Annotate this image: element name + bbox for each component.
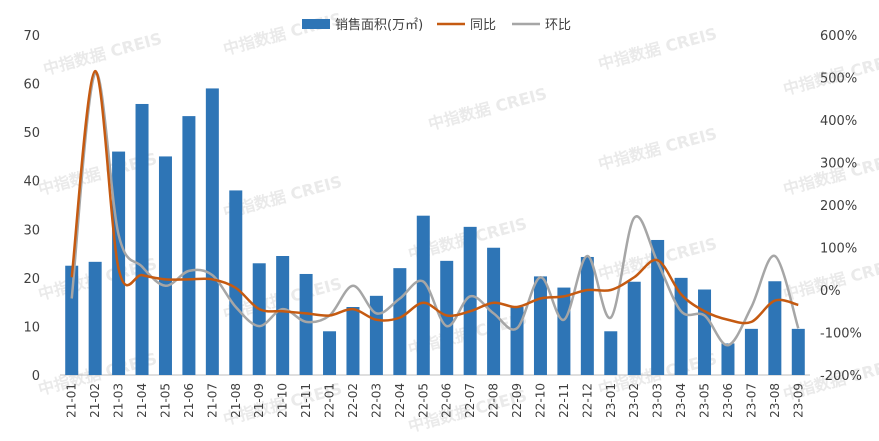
bar: [276, 256, 290, 375]
bar: [487, 247, 501, 375]
legend-label: 销售面积(万㎡): [335, 17, 423, 33]
y-right-tick-label: 200%: [820, 199, 857, 214]
y-right-tick-label: -200%: [820, 369, 862, 384]
x-tick-label: 22-10: [533, 383, 547, 418]
x-tick-label: 21-08: [229, 383, 243, 418]
y-left-tick-label: 20: [23, 272, 40, 287]
watermark-text: 中指数据 CREIS: [41, 29, 164, 79]
watermark-text: 中指数据 CREIS: [596, 124, 719, 174]
bar: [135, 103, 149, 375]
x-tick-label: 23-06: [721, 383, 735, 418]
bar: [65, 265, 79, 375]
bar: [229, 190, 243, 375]
bar: [346, 307, 360, 375]
bar: [416, 215, 430, 375]
x-tick-label: 22-09: [510, 383, 524, 418]
x-tick-label: 23-09: [791, 383, 805, 418]
x-tick-label: 22-04: [393, 383, 407, 418]
bar: [88, 261, 102, 375]
x-tick-label: 23-07: [744, 383, 758, 418]
bar: [299, 273, 313, 375]
x-tick-label: 22-12: [580, 383, 594, 418]
bar: [698, 289, 712, 375]
x-tick-label: 23-02: [627, 383, 641, 418]
y-left-tick-label: 70: [23, 29, 40, 44]
bar: [721, 343, 735, 375]
y-left-tick-label: 40: [23, 175, 40, 190]
x-tick-label: 22-11: [557, 383, 571, 418]
bar: [463, 226, 477, 375]
x-tick-label: 21-11: [299, 383, 313, 418]
bar: [510, 307, 524, 375]
x-tick-label: 21-05: [158, 383, 172, 418]
x-tick-label: 23-05: [698, 383, 712, 418]
x-tick-label: 22-06: [440, 383, 454, 418]
x-tick-label: 23-01: [604, 383, 618, 418]
watermark-text: 中指数据 CREIS: [596, 24, 719, 74]
y-left-tick-label: 30: [23, 223, 40, 238]
legend-label: 同比: [470, 18, 496, 33]
x-tick-label: 22-01: [323, 383, 337, 418]
series-line: [70, 71, 800, 347]
y-right-tick-label: 600%: [820, 29, 857, 44]
y-left-tick-label: 60: [23, 78, 40, 93]
x-tick-label: 23-08: [768, 383, 782, 418]
y-right-tick-label: 0%: [820, 284, 841, 299]
bar: [369, 295, 383, 375]
x-tick-label: 21-01: [65, 383, 79, 418]
bar: [674, 277, 688, 375]
watermark-text: 中指数据 CREIS: [221, 9, 344, 59]
legend-label: 环比: [545, 18, 571, 33]
bar: [744, 328, 758, 375]
y-right-tick-label: -100%: [820, 327, 862, 342]
x-tick-label: 22-02: [346, 383, 360, 418]
bar: [627, 281, 641, 375]
bar: [533, 276, 547, 375]
y-right-tick-label: 500%: [820, 72, 857, 87]
bar: [557, 287, 571, 375]
bar: [205, 88, 219, 375]
x-tick-label: 21-10: [276, 383, 290, 418]
x-tick-label: 22-05: [416, 383, 430, 418]
bar: [158, 156, 172, 375]
bar: [651, 239, 665, 375]
bar: [323, 331, 337, 375]
bar: [580, 256, 594, 375]
x-tick-label: 21-04: [135, 383, 149, 418]
y-right-tick-label: 300%: [820, 157, 857, 172]
x-tick-label: 23-03: [651, 383, 665, 418]
x-tick-label: 23-04: [674, 383, 688, 418]
bar: [791, 328, 805, 375]
x-tick-label: 21-09: [252, 383, 266, 418]
legend: 销售面积(万㎡) 同比 环比: [302, 17, 571, 33]
series-line: [70, 69, 799, 325]
legend-swatch: [302, 19, 330, 29]
x-tick-label: 22-07: [463, 383, 477, 418]
x-tick-label: 21-03: [112, 383, 126, 418]
bar: [604, 331, 618, 375]
x-tick-label: 21-06: [182, 383, 196, 418]
bar: [768, 281, 782, 375]
y-left-tick-label: 10: [23, 320, 40, 335]
bar: [440, 260, 454, 375]
bar: [393, 268, 407, 375]
y-left-tick-label: 0: [32, 369, 40, 384]
bar: [252, 263, 266, 375]
x-tick-label: 22-03: [369, 383, 383, 418]
bar: [182, 116, 196, 375]
watermark-text: 中指数据 CREIS: [426, 84, 549, 134]
y-left-tick-label: 50: [23, 126, 40, 141]
x-tick-label: 21-02: [88, 383, 102, 418]
x-tick-label: 22-08: [487, 383, 501, 418]
y-right-tick-label: 100%: [820, 242, 857, 257]
y-right-tick-label: 400%: [820, 114, 857, 129]
x-tick-label: 21-07: [205, 383, 219, 418]
